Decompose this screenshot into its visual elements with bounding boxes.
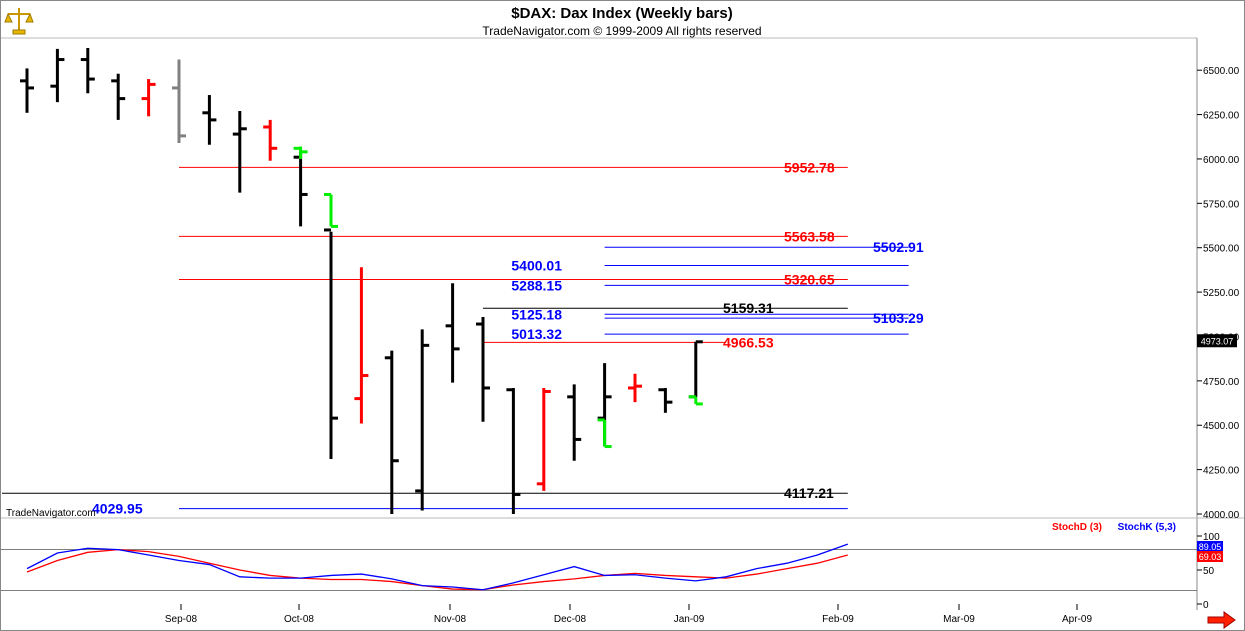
ohlc-bar (597, 418, 612, 449)
legend-stochk: StochK (5,3) (1118, 522, 1176, 533)
stoch-tick-label: 100 (1203, 532, 1220, 543)
ohlc-bar (476, 316, 490, 422)
price-tick-label: 6250.00 (1203, 111, 1240, 122)
ohlc-bar (628, 373, 642, 403)
level-label: 5013.32 (511, 326, 562, 342)
level-label: 5288.15 (511, 277, 562, 293)
price-tick-label: 4500.00 (1203, 421, 1240, 432)
level-label: 5952.78 (784, 159, 835, 175)
last-price-value: 4973.07 (1201, 336, 1234, 346)
x-tick-label: Dec-08 (554, 614, 587, 625)
x-tick-label: Sep-08 (165, 614, 198, 625)
ohlc-bar (415, 329, 430, 511)
x-tick-label: Feb-09 (822, 614, 854, 625)
chart-subtitle: TradeNavigator.com © 1999-2009 All right… (482, 24, 761, 38)
ohlc-bar (658, 387, 673, 413)
ohlc-bar (50, 48, 65, 103)
ohlc-bar (354, 267, 369, 424)
chart-title: $DAX: Dax Index (Weekly bars) (511, 5, 732, 22)
x-tick-label: Apr-09 (1062, 614, 1092, 625)
price-y-axis: 6500.00 6250.00 6000.00 5750.00 5500.00 5250.… (1197, 66, 1240, 521)
ohlc-bar (80, 48, 95, 94)
ohlc-bar (567, 384, 582, 461)
ohlc-bar (202, 95, 217, 145)
ohlc-bars (20, 48, 703, 514)
level-label: 5125.18 (511, 306, 562, 322)
ohlc-bar (384, 350, 399, 514)
watermark: TradeNavigator.com (6, 508, 96, 519)
price-tick-label: 4250.00 (1203, 466, 1240, 477)
x-tick-label: Nov-08 (434, 614, 467, 625)
gold-scales-icon (4, 4, 34, 36)
price-tick-label: 5500.00 (1203, 244, 1240, 255)
level-label: 4117.21 (784, 485, 834, 501)
ohlc-bar (506, 387, 521, 514)
price-tick-label: 4000.00 (1203, 510, 1240, 521)
legend-stochd: StochD (3) (1052, 522, 1102, 533)
level-label: 5103.29 (873, 310, 924, 326)
stochd-last-value: 69.03 (1199, 552, 1222, 562)
ohlc-bar (536, 387, 551, 491)
ohlc-bar (445, 283, 460, 383)
price-tick-label: 5750.00 (1203, 199, 1240, 210)
ohlc-bar (232, 111, 247, 193)
ohlc-bar (688, 395, 703, 406)
ohlc-bar (293, 146, 308, 159)
price-tick-label: 5250.00 (1203, 288, 1240, 299)
stoch-tick-label: 0 (1203, 600, 1209, 611)
level-label: 5502.91 (873, 239, 924, 255)
x-tick-label: Jan-09 (674, 614, 705, 625)
stochastic-lines (26, 543, 849, 591)
stochk-last-value: 89.05 (1199, 542, 1222, 552)
ohlc-bar (324, 228, 338, 459)
ohlc-bar (324, 192, 338, 228)
price-tick-label: 6000.00 (1203, 155, 1240, 166)
price-tick-label: 6500.00 (1203, 66, 1240, 77)
level-label: 4029.95 (92, 501, 143, 517)
red-arrow-right-icon[interactable] (1207, 611, 1236, 629)
level-label: 4966.53 (723, 334, 774, 350)
level-lines: 5952.78 5563.58 5320.65 5502.91 5400.01 5288.… (2, 159, 924, 517)
x-axis: Sep-08 Oct-08 Nov-08 Dec-08 Jan-09 Feb-09 Mar-… (165, 604, 1092, 625)
last-price-badge: 4973.07 (1197, 334, 1237, 348)
price-tick-label: 4750.00 (1203, 377, 1240, 388)
level-label: 5159.31 (723, 300, 774, 316)
stoch-series-line (26, 548, 848, 591)
level-label: 5400.01 (511, 257, 562, 273)
x-tick-label: Oct-08 (284, 614, 314, 625)
x-tick-label: Mar-09 (943, 614, 975, 625)
stoch-series-line (26, 543, 849, 591)
ohlc-bar (20, 68, 34, 113)
ohlc-bar (111, 73, 126, 120)
level-label: 5563.58 (784, 228, 835, 244)
ohlc-bar (172, 59, 186, 143)
stoch-tick-label: 50 (1203, 566, 1215, 577)
stoch-y-axis: 100 50 0 (1, 532, 1220, 611)
level-label: 5320.65 (784, 272, 835, 288)
ohlc-bar (263, 119, 278, 161)
stoch-last-badges: 89.05 69.03 (1197, 541, 1223, 562)
ohlc-bar (141, 79, 156, 117)
